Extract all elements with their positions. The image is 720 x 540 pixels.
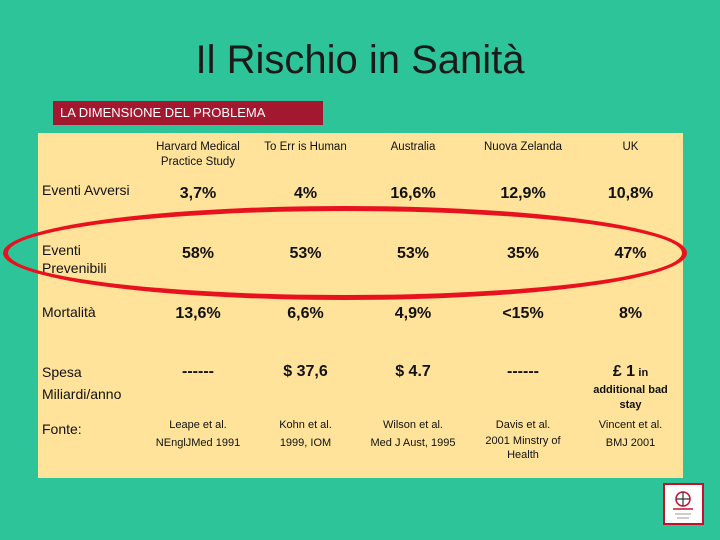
col-header-uk: UK <box>622 141 639 153</box>
table-cell: $ 4.7 <box>395 363 431 380</box>
row-label-mortalita: Mortalità <box>42 304 96 320</box>
row-label-fonte: Fonte: <box>42 421 82 437</box>
table-cell: 16,6% <box>390 185 436 202</box>
source-publication: 2001 Minstry of Health <box>485 435 561 461</box>
col-header-australia: Australia <box>390 141 436 153</box>
table-cell: 53% <box>396 245 430 262</box>
row-label-spesa: Spesa Miliardi/anno <box>42 364 122 402</box>
logo-icon <box>663 483 704 525</box>
source-publication: 1999, IOM <box>279 437 332 449</box>
source-publication: NEnglJMed 1991 <box>155 437 241 449</box>
source-author: Kohn et al. <box>279 419 332 431</box>
row-label-eventi-prevenibili: Eventi Prevenibili <box>42 242 107 276</box>
source-cell: Vincent et al. BMJ 2001 <box>578 416 683 452</box>
source-publication: Med J Aust, 1995 <box>370 437 456 449</box>
table-cell: 4,9% <box>394 305 432 322</box>
source-author: Davis et al. <box>495 419 551 431</box>
source-author: Leape et al. <box>169 419 227 431</box>
source-publication: BMJ 2001 <box>605 437 656 449</box>
uk-spesa-cell: £ 1 in <box>578 364 683 381</box>
table-cell: <15% <box>502 305 544 322</box>
table-cell: 12,9% <box>500 185 546 202</box>
data-table: Harvard Medical Practice Study To Err is… <box>38 133 683 478</box>
table-cell: 58% <box>181 245 215 262</box>
table-cell: 4% <box>293 185 318 202</box>
table-cell: ------ <box>182 363 214 380</box>
table-cell: 35% <box>506 245 540 262</box>
table-cell: $ 37,6 <box>283 363 328 380</box>
source-author: Wilson et al. <box>383 419 443 431</box>
source-cell: Wilson et al. Med J Aust, 1995 <box>358 416 468 452</box>
slide-title: Il Rischio in Sanità <box>195 38 525 82</box>
source-cell: Kohn et al. 1999, IOM <box>253 416 358 452</box>
table-cell: 8% <box>618 305 643 322</box>
table-cell: 10,8% <box>607 185 654 202</box>
table-cell: 13,6% <box>175 305 221 322</box>
table-cell: ------ <box>507 363 539 380</box>
source-cell: Leape et al. NEnglJMed 1991 <box>143 416 253 452</box>
source-author: Vincent et al. <box>598 419 663 431</box>
table-cell: 3,7% <box>179 185 217 202</box>
section-subtitle: LA DIMENSIONE DEL PROBLEMA <box>53 101 323 125</box>
table-cell: 47% <box>614 245 647 262</box>
uk-spesa-note: additional bad stay <box>593 384 668 411</box>
table-cell: 53% <box>289 245 322 262</box>
uk-spesa-value: £ 1 <box>612 363 636 380</box>
table-cell: 6,6% <box>287 305 324 322</box>
col-header-nuova-zelanda: Nuova Zelanda <box>484 141 562 153</box>
col-header-to-err: To Err is Human <box>264 141 347 153</box>
row-label-eventi-avversi: Eventi Avversi <box>42 182 130 198</box>
col-header-harvard: Harvard Medical Practice Study <box>156 141 240 168</box>
source-cell: Davis et al. 2001 Minstry of Health <box>468 416 578 462</box>
uk-spesa-in: in <box>638 367 649 379</box>
